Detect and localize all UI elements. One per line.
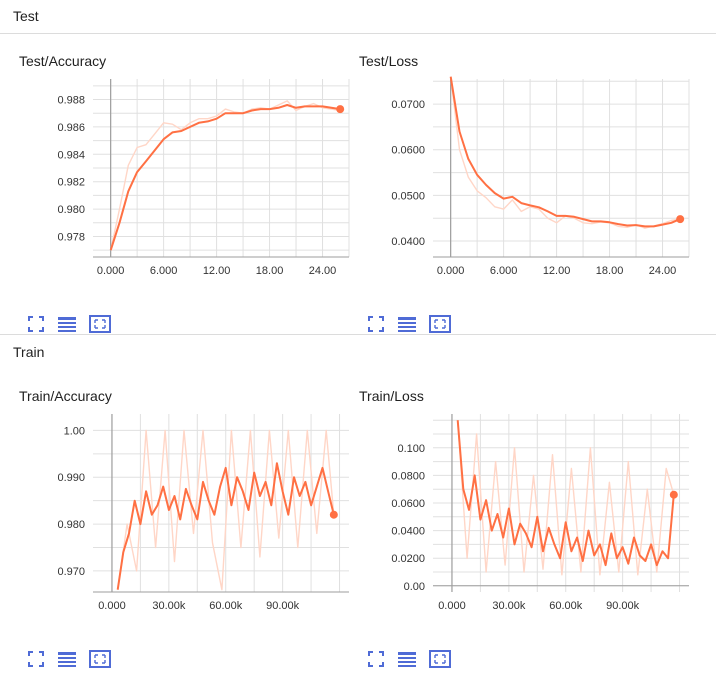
y-tick-label: 0.984	[57, 149, 85, 161]
series-line-smoothed	[456, 420, 675, 567]
series-line-raw	[450, 76, 681, 229]
data-table-icon	[57, 317, 77, 337]
x-tick-label: 18.00	[596, 265, 624, 277]
chart-test-loss[interactable]: 0.000 6.000 12.00 18.00 24.00 0.0400 0.0500 0.0…	[353, 53, 693, 293]
series-line-smoothed	[449, 76, 681, 228]
expand-button[interactable]	[27, 650, 47, 668]
series-line-raw	[110, 100, 341, 251]
x-tick-label: 90.00k	[606, 600, 640, 612]
expand-icon	[367, 316, 385, 337]
grid	[93, 79, 350, 257]
y-tick-label: 1.00	[64, 425, 85, 437]
series-line-raw	[457, 420, 675, 576]
chart-test-accuracy[interactable]: 0.000 6.000 12.00 18.00 24.00 0.978 0.980 0.982…	[13, 53, 353, 293]
x-tick-label: 60.00k	[549, 600, 583, 612]
chart-card-train-loss: Train/Loss 0.000 30.00k 60.00k 90.00k 0.00 0.…	[353, 388, 693, 688]
data-table-button[interactable]	[397, 650, 417, 668]
data-table-button[interactable]	[397, 315, 417, 333]
y-tick-label: 0.986	[57, 122, 85, 134]
last-point-marker	[336, 105, 345, 114]
section-divider	[0, 33, 716, 34]
x-tick-label: 0.000	[438, 600, 466, 612]
x-tick-label: 24.00	[309, 265, 337, 277]
x-tick-label: 90.00k	[266, 600, 300, 612]
last-point-marker	[676, 215, 685, 224]
section-header-test[interactable]: Test	[0, 0, 716, 34]
section-header-train[interactable]: Train	[0, 334, 716, 370]
y-tick-label: 0.0800	[391, 470, 425, 482]
chart-card-train-accuracy: Train/Accuracy 0.000 30.00k 60.00k 90.00k 0.…	[13, 388, 353, 688]
y-tick-label: 0.0600	[391, 145, 425, 157]
fit-domain-button[interactable]	[89, 315, 111, 333]
x-tick-label: 0.000	[97, 265, 125, 277]
fit-domain-button[interactable]	[429, 315, 451, 333]
x-tick-label: 0.000	[98, 600, 126, 612]
y-tick-label: 0.00	[404, 581, 425, 593]
data-table-button[interactable]	[57, 315, 77, 333]
fit-domain-icon	[89, 650, 111, 672]
fit-domain-button[interactable]	[89, 650, 111, 668]
x-tick-label: 30.00k	[152, 600, 186, 612]
chart-train-accuracy[interactable]: 0.000 30.00k 60.00k 90.00k 0.970 0.980 0.990 1.…	[13, 388, 353, 628]
series-line-smoothed	[109, 104, 341, 251]
y-tick-label: 0.100	[397, 443, 425, 455]
expand-button[interactable]	[27, 315, 47, 333]
y-tick-label: 0.0700	[391, 99, 425, 111]
x-tick-label: 6.000	[490, 265, 518, 277]
fit-domain-icon	[429, 650, 451, 672]
expand-button[interactable]	[367, 315, 387, 333]
y-tick-label: 0.0500	[391, 190, 425, 202]
x-tick-label: 30.00k	[492, 600, 526, 612]
series-line-smoothed	[116, 462, 335, 590]
data-table-button[interactable]	[57, 650, 77, 668]
y-tick-label: 0.980	[57, 519, 85, 531]
chart-title: Train/Accuracy	[19, 388, 112, 404]
fit-domain-icon	[89, 315, 111, 337]
x-tick-label: 0.000	[437, 265, 465, 277]
data-table-icon	[57, 652, 77, 672]
y-tick-label: 0.0400	[391, 526, 425, 538]
x-tick-label: 12.00	[203, 265, 231, 277]
fit-domain-icon	[429, 315, 451, 337]
expand-icon	[27, 651, 45, 672]
y-tick-label: 0.0400	[391, 236, 425, 248]
fit-domain-button[interactable]	[429, 650, 451, 668]
chart-title: Train/Loss	[359, 388, 424, 404]
x-tick-label: 60.00k	[209, 600, 243, 612]
y-tick-label: 0.0600	[391, 498, 425, 510]
grid	[433, 79, 690, 257]
chart-title: Test/Loss	[359, 53, 419, 69]
x-tick-label: 24.00	[649, 265, 677, 277]
section-title: Test	[13, 8, 39, 24]
y-tick-label: 0.0200	[391, 553, 425, 565]
expand-icon	[27, 316, 45, 337]
y-tick-label: 0.990	[57, 472, 85, 484]
chart-card-test-accuracy: Test/Accuracy 0.000 6.000 12.00 18.00 24.00 0…	[13, 53, 353, 353]
chart-card-test-loss: Test/Loss 0.000 6.000 12.00 18.00 24.00 0.040…	[353, 53, 693, 353]
chart-title: Test/Accuracy	[19, 53, 107, 69]
y-tick-label: 0.970	[57, 566, 85, 578]
series-line-raw	[117, 429, 335, 591]
x-tick-label: 6.000	[150, 265, 178, 277]
y-tick-label: 0.988	[57, 95, 85, 107]
data-table-icon	[397, 317, 417, 337]
x-tick-label: 12.00	[543, 265, 571, 277]
section-title: Train	[13, 344, 45, 360]
x-tick-label: 18.00	[256, 265, 284, 277]
last-point-marker	[669, 490, 678, 499]
section-divider	[0, 334, 716, 335]
y-tick-label: 0.982	[57, 177, 85, 189]
expand-button[interactable]	[367, 650, 387, 668]
data-table-icon	[397, 652, 417, 672]
expand-icon	[367, 651, 385, 672]
chart-train-loss[interactable]: 0.000 30.00k 60.00k 90.00k 0.00 0.0200 0.0400 0…	[353, 388, 693, 628]
last-point-marker	[329, 510, 338, 519]
y-tick-label: 0.978	[57, 231, 85, 243]
y-tick-label: 0.980	[57, 204, 85, 216]
